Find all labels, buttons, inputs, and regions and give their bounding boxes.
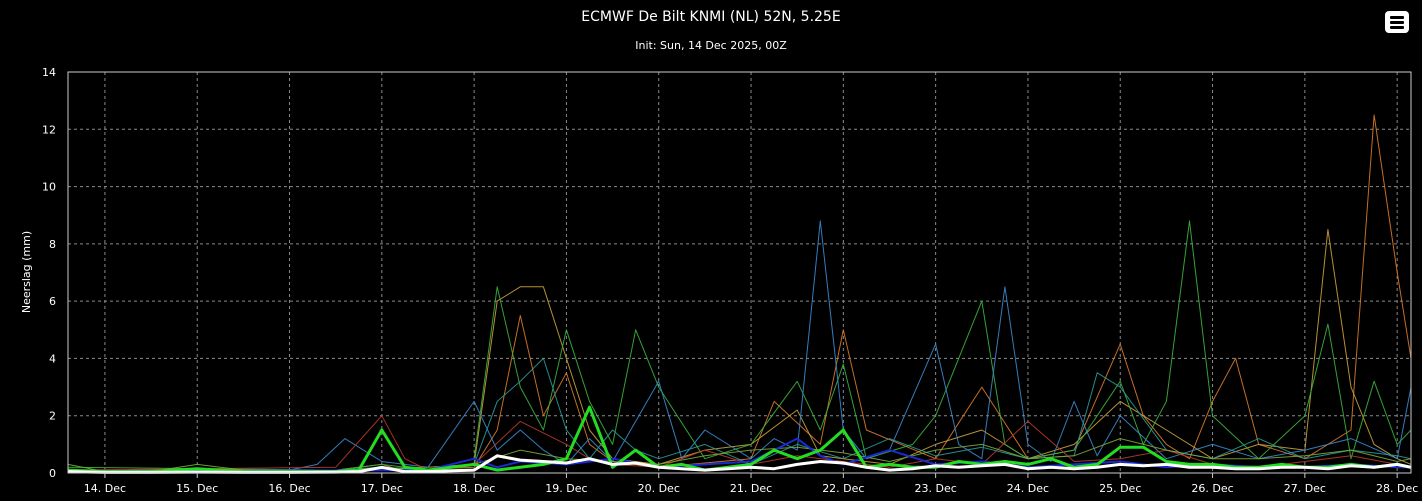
series-line-8 [67,405,1412,474]
y-tick-label: 0 [49,467,56,480]
y-tick-label: 6 [49,295,56,308]
x-tick-label: 19. Dec [545,482,587,495]
x-tick-label: 24. Dec [1007,482,1049,495]
series-layer [67,114,1412,474]
grid [68,72,1411,473]
y-tick-label: 12 [42,123,56,136]
x-tick-label: 15. Dec [176,482,218,495]
x-tick-label: 27. Dec [1284,482,1326,495]
x-tick-label: 14. Dec [84,482,126,495]
y-tick-label: 14 [42,66,56,79]
x-tick-label: 16. Dec [268,482,310,495]
x-tick-label: 25. Dec [1099,482,1141,495]
series-line-2 [67,220,1412,471]
x-tick-label: 20. Dec [638,482,680,495]
y-tick-label: 8 [49,238,56,251]
x-tick-label: 21. Dec [730,482,772,495]
x-axis: 14. Dec 15. Dec 16. Dec 17. Dec 18. Dec 19. D… [84,473,1418,495]
y-tick-label: 10 [42,181,56,194]
series-line-1 [68,229,1412,471]
y-axis-label: Neerslag (mm) [20,231,33,313]
x-tick-label: 26. Dec [1191,482,1233,495]
x-tick-label: 22. Dec [822,482,864,495]
y-axis: 0 2 4 6 8 10 12 14 [42,66,56,480]
plot-frame [67,71,1412,474]
x-tick-label: 23. Dec [915,482,957,495]
x-tick-label: 18. Dec [453,482,495,495]
hamburger-menu-icon[interactable] [1385,11,1409,33]
y-tick-label: 2 [49,410,56,423]
series-line-9 [67,454,1412,474]
chart-subtitle: Init: Sun, 14 Dec 2025, 00Z [635,39,787,52]
series-line-3 [68,220,1412,471]
y-tick-label: 4 [49,352,56,365]
series-line-4 [68,357,1412,471]
series-line-0 [68,114,1412,471]
x-tick-label: 28. Dec [1376,482,1418,495]
x-tick-label: 17. Dec [361,482,403,495]
chart-title: ECMWF De Bilt KNMI (NL) 52N, 5.25E [581,9,841,25]
